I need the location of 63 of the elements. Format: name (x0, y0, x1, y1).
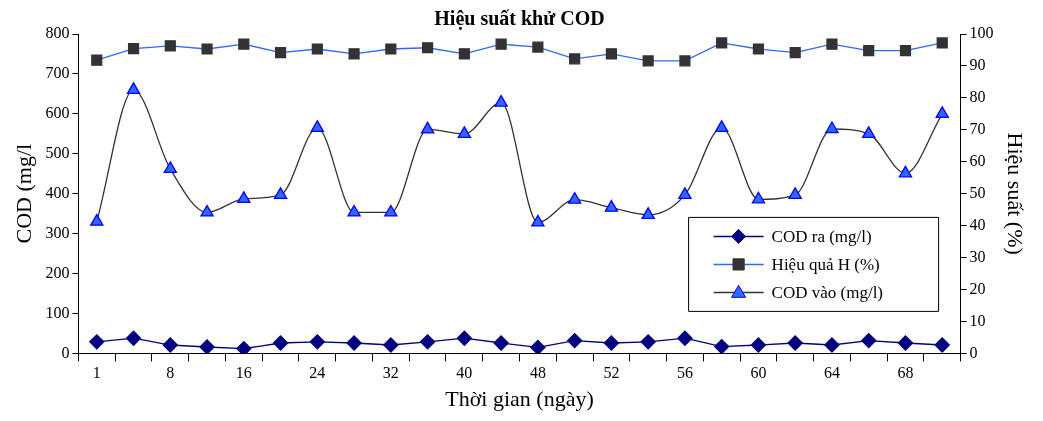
point (493, 335, 509, 351)
y-tick-label: 700 (45, 64, 70, 82)
y2-tick-label: 0 (969, 343, 978, 361)
y-tick-label: 600 (45, 104, 70, 122)
y2-tick-label: 40 (969, 215, 986, 233)
y-tick-label: 500 (45, 143, 70, 161)
legend-label: COD ra (mg/l) (771, 226, 872, 246)
y-tick-label: 200 (45, 263, 70, 281)
y-tick-label: 400 (45, 183, 70, 201)
y-tick-label: 0 (61, 343, 70, 361)
x-tick-label: 16 (235, 364, 252, 382)
x-tick-label: 64 (823, 364, 840, 382)
chart-title: Hiệu suất khử COD (434, 7, 605, 31)
point (419, 334, 436, 350)
x-tick-label: 52 (603, 364, 620, 382)
point (824, 337, 840, 353)
point (309, 334, 325, 350)
x-tick-label: 48 (529, 364, 546, 382)
x-tick-label: 1 (92, 364, 101, 382)
y2-tick-label: 50 (969, 183, 986, 201)
point (640, 334, 656, 350)
y2-axis-title: Hiệu suất (%) (1003, 132, 1029, 255)
y2-tick-label: 100 (969, 24, 994, 42)
point (272, 335, 289, 351)
x-tick-label: 24 (309, 364, 326, 382)
y2-tick-label: 90 (969, 56, 986, 74)
y-tick-label: 100 (45, 303, 70, 321)
point (236, 340, 252, 354)
y2-tick-label: 80 (969, 88, 986, 106)
x-tick-label: 8 (166, 364, 175, 382)
point (677, 330, 693, 346)
point (125, 330, 142, 346)
y2-tick-label: 70 (969, 120, 986, 138)
x-tick-label: 60 (750, 364, 767, 382)
x-tick-label: 32 (382, 364, 399, 382)
y2-tick-label: 30 (969, 247, 986, 265)
legend-label: COD vào (mg/l) (771, 282, 884, 302)
y-tick-label: 800 (45, 24, 70, 42)
point (566, 332, 583, 349)
legend-label: Hiệu quả H (%) (771, 254, 880, 274)
point (346, 335, 362, 351)
point (199, 339, 215, 354)
point (456, 330, 473, 346)
point (934, 337, 950, 353)
y-tick-label: 300 (45, 223, 70, 241)
x-tick-label: 40 (456, 364, 473, 382)
x-axis-title: Thời gian (ngày) (445, 385, 594, 411)
point (787, 335, 803, 351)
point (750, 337, 767, 353)
point (89, 334, 105, 350)
point (383, 337, 399, 353)
point (603, 335, 620, 351)
point (162, 337, 178, 353)
point (714, 338, 730, 354)
x-tick-label: 56 (676, 364, 693, 382)
y2-tick-label: 10 (969, 311, 986, 329)
point (861, 332, 877, 349)
point (897, 335, 914, 351)
x-tick-label: 68 (897, 364, 914, 382)
y-axis-title: COD (mg/l (10, 143, 36, 244)
y2-tick-label: 60 (969, 151, 986, 169)
y2-tick-label: 20 (969, 279, 986, 297)
point (530, 339, 546, 354)
